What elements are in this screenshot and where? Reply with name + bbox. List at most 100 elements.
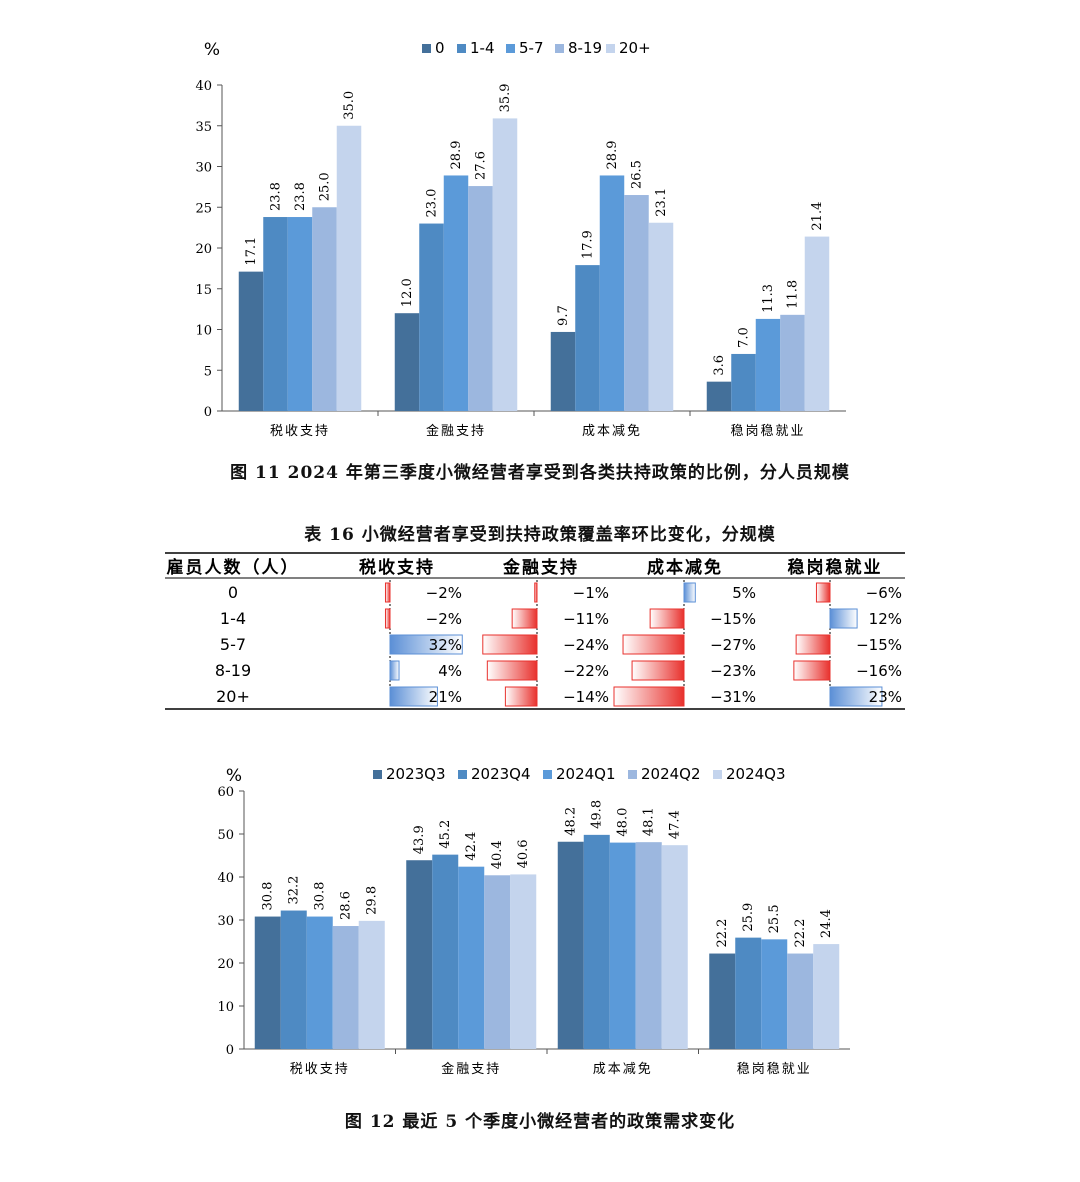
fig12-data-label-1-1: 45.2	[438, 820, 453, 849]
table16-bar-3-0	[389, 660, 400, 681]
table16-bar-1-2	[649, 608, 685, 629]
fig11-bar-3-0	[706, 381, 732, 411]
table16-cell-0-3: −6%	[866, 584, 902, 602]
table16-cell-4-3: 23%	[869, 688, 902, 706]
fig11-bar-0-1	[263, 217, 288, 411]
fig11-bar-1-0	[394, 313, 420, 411]
fig11-category-label-1: 金融支持	[426, 423, 486, 439]
table16-cell-3-3: −16%	[856, 662, 902, 680]
fig12-data-label-1-2: 42.4	[464, 832, 479, 861]
fig11-legend-swatch-0	[422, 44, 431, 53]
fig12-bar-0-2	[306, 916, 333, 1049]
table16-cell-2-2: −27%	[710, 636, 756, 654]
fig12-legend-label-0: 2023Q3	[386, 765, 446, 783]
fig11-legend-label-2: 5-7	[519, 39, 544, 57]
fig12-bar-1-1	[432, 854, 459, 1049]
fig11-data-label-0-1: 23.8	[269, 182, 284, 211]
fig12-data-label-0-2: 30.8	[313, 882, 328, 911]
fig11-ytick-label-8: 40	[195, 79, 212, 94]
fig12-data-label-0-0: 30.8	[261, 882, 276, 911]
fig11-legend-swatch-3	[555, 44, 564, 53]
fig11-bar-1-4	[492, 118, 518, 411]
fig11-bar-3-1	[731, 353, 756, 411]
fig12-bar-3-4	[813, 944, 840, 1049]
table16: 雇员人数（人） 税收支持 金融支持 成本减免 稳岗稳就业 0 −2% −1% 5% −6% 1-4 −…	[165, 552, 905, 712]
fig11-data-label-2-4: 23.1	[654, 188, 669, 217]
fig12-bar-0-1	[280, 910, 307, 1049]
fig11-bar-3-3	[780, 314, 805, 411]
fig11-data-label-3-3: 11.8	[786, 280, 801, 309]
fig12-ytick-label-2: 20	[217, 957, 234, 972]
fig12-bar-2-0	[557, 841, 584, 1049]
fig12-data-label-3-1: 25.9	[741, 903, 756, 932]
fig12-data-label-2-0: 48.2	[564, 807, 579, 836]
fig12-data-label-0-4: 29.8	[365, 886, 380, 915]
fig11-data-label-2-0: 9.7	[556, 305, 571, 326]
table16-header-0: 雇员人数（人）	[167, 557, 300, 578]
fig12-data-label-0-3: 28.6	[339, 891, 354, 920]
fig11-data-label-0-4: 35.0	[342, 91, 357, 120]
table16-cell-2-3: −15%	[856, 636, 902, 654]
fig12-data-label-3-2: 25.5	[767, 904, 782, 933]
table16-cell-0-2: 5%	[732, 584, 756, 602]
table16-cell-1-0: −2%	[426, 610, 462, 628]
fig12-bar-3-0	[709, 953, 736, 1049]
fig12-data-label-2-1: 49.8	[590, 800, 605, 829]
fig11-bar-1-2	[443, 175, 469, 411]
table16-bar-3-1	[486, 660, 538, 681]
fig12-bar-2-3	[635, 842, 662, 1049]
table16-bar-4-1	[504, 686, 538, 707]
fig11-data-label-2-3: 26.5	[630, 160, 645, 189]
fig12-category-label-2: 成本减免	[593, 1062, 653, 1077]
fig12-bar-0-0	[254, 916, 281, 1049]
fig11-data-label-3-4: 21.4	[810, 202, 825, 231]
fig11-bar-0-2	[287, 217, 313, 411]
fig11-data-label-1-1: 23.0	[425, 189, 440, 218]
table16-cell-0-1: −1%	[573, 584, 609, 602]
fig12-data-label-3-0: 22.2	[715, 919, 730, 948]
table16-caption: 表 16 小微经营者享受到扶持政策覆盖率环比变化，分规模	[304, 525, 776, 545]
fig12-legend-swatch-2	[543, 770, 552, 779]
fig12-legend-swatch-3	[628, 770, 637, 779]
fig12-bar-2-2	[609, 842, 636, 1049]
table16-bar-2-0	[389, 634, 463, 655]
fig12-legend-swatch-4	[713, 770, 722, 779]
fig11-ytick-label-4: 20	[195, 242, 212, 257]
fig11-bar-2-2	[599, 175, 625, 411]
fig12-data-label-3-3: 22.2	[793, 919, 808, 948]
fig11-bar-0-0	[238, 271, 264, 411]
table16-header-2: 金融支持	[502, 557, 579, 578]
table16-bar-0-2	[683, 582, 696, 603]
fig12-legend-label-4: 2024Q3	[726, 765, 786, 783]
fig11-category-label-2: 成本减免	[582, 424, 642, 439]
table16-cell-3-2: −23%	[710, 662, 756, 680]
fig12-category-label-0: 税收支持	[290, 1062, 350, 1077]
fig11-bar-2-3	[624, 195, 649, 411]
fig12-data-label-1-3: 40.4	[490, 840, 505, 869]
fig11-legend-swatch-1	[457, 44, 466, 53]
table16-bar-4-3	[829, 686, 883, 707]
fig11-bar-3-2	[755, 318, 781, 411]
table16-bar-3-2	[631, 660, 685, 681]
figure12-chart: % 2023Q3 2023Q4 2024Q1 2024Q2 2024Q3 0 10 20 30 40…	[217, 765, 850, 1077]
fig12-data-label-1-0: 43.9	[412, 825, 427, 854]
fig11-bar-2-1	[575, 265, 600, 411]
fig12-bar-1-2	[458, 866, 485, 1049]
fig11-data-label-3-2: 11.3	[761, 284, 776, 313]
table16-bar-2-3	[795, 634, 831, 655]
fig12-bar-1-3	[484, 875, 511, 1049]
fig11-data-label-3-1: 7.0	[737, 327, 752, 348]
fig11-bar-1-3	[468, 186, 493, 411]
table16-bar-4-2	[613, 686, 685, 707]
table16-bar-0-3	[815, 582, 831, 603]
figure12-caption: 图 12 最近 5 个季度小微经营者的政策需求变化	[344, 1112, 736, 1132]
fig12-legend-label-3: 2024Q2	[641, 765, 701, 783]
fig12-bar-2-1	[583, 834, 610, 1049]
fig11-data-label-0-0: 17.1	[244, 237, 259, 266]
fig11-legend-label-3: 8-19	[568, 39, 602, 57]
table16-cell-4-0: 21%	[429, 688, 462, 706]
figure11-chart: % 0 1-4 5-7 8-19 20+ 0 5 10 15 20 25 30 35 40 税收支持 17.1 2…	[195, 39, 846, 439]
table16-cell-1-3: 12%	[869, 610, 902, 628]
fig11-data-label-0-3: 25.0	[318, 172, 333, 201]
fig11-bar-3-4	[804, 236, 830, 411]
